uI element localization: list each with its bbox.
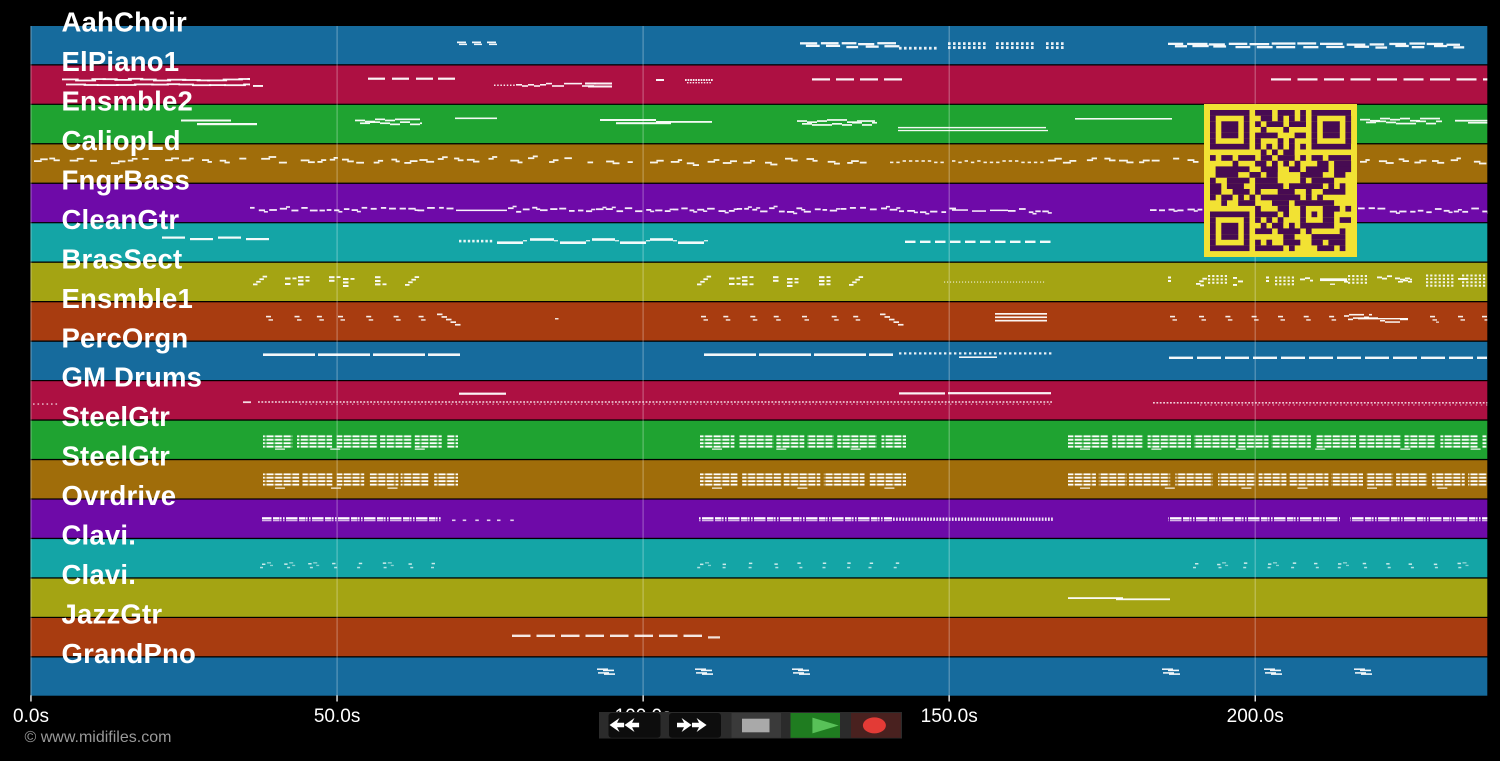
svg-text:© www.midifiles.com: © www.midifiles.com xyxy=(25,729,172,746)
svg-text:Clavi.: Clavi. xyxy=(62,520,137,551)
svg-text:SteelGtr: SteelGtr xyxy=(62,441,171,472)
svg-text:Clavi.: Clavi. xyxy=(62,559,137,590)
svg-text:CleanGtr: CleanGtr xyxy=(62,204,180,235)
svg-text:200.0s: 200.0s xyxy=(1227,706,1284,727)
svg-text:0.0s: 0.0s xyxy=(13,706,49,727)
svg-text:Ensmble2: Ensmble2 xyxy=(62,85,194,116)
svg-text:PercOrgn: PercOrgn xyxy=(62,322,189,353)
svg-text:GrandPno: GrandPno xyxy=(62,638,197,669)
svg-text:JazzGtr: JazzGtr xyxy=(62,599,163,630)
svg-text:BrasSect: BrasSect xyxy=(62,243,183,274)
svg-text:Ovrdrive: Ovrdrive xyxy=(62,480,177,511)
svg-text:GM Drums: GM Drums xyxy=(62,362,203,393)
svg-text:ElPiano1: ElPiano1 xyxy=(62,46,180,77)
svg-text:CaliopLd: CaliopLd xyxy=(62,125,181,156)
svg-text:150.0s: 150.0s xyxy=(921,706,978,727)
svg-text:FngrBass: FngrBass xyxy=(62,164,190,195)
svg-text:SteelGtr: SteelGtr xyxy=(62,401,171,432)
svg-text:50.0s: 50.0s xyxy=(314,706,360,727)
svg-text:Ensmble1: Ensmble1 xyxy=(62,283,194,314)
svg-text:AahChoir: AahChoir xyxy=(62,7,187,38)
